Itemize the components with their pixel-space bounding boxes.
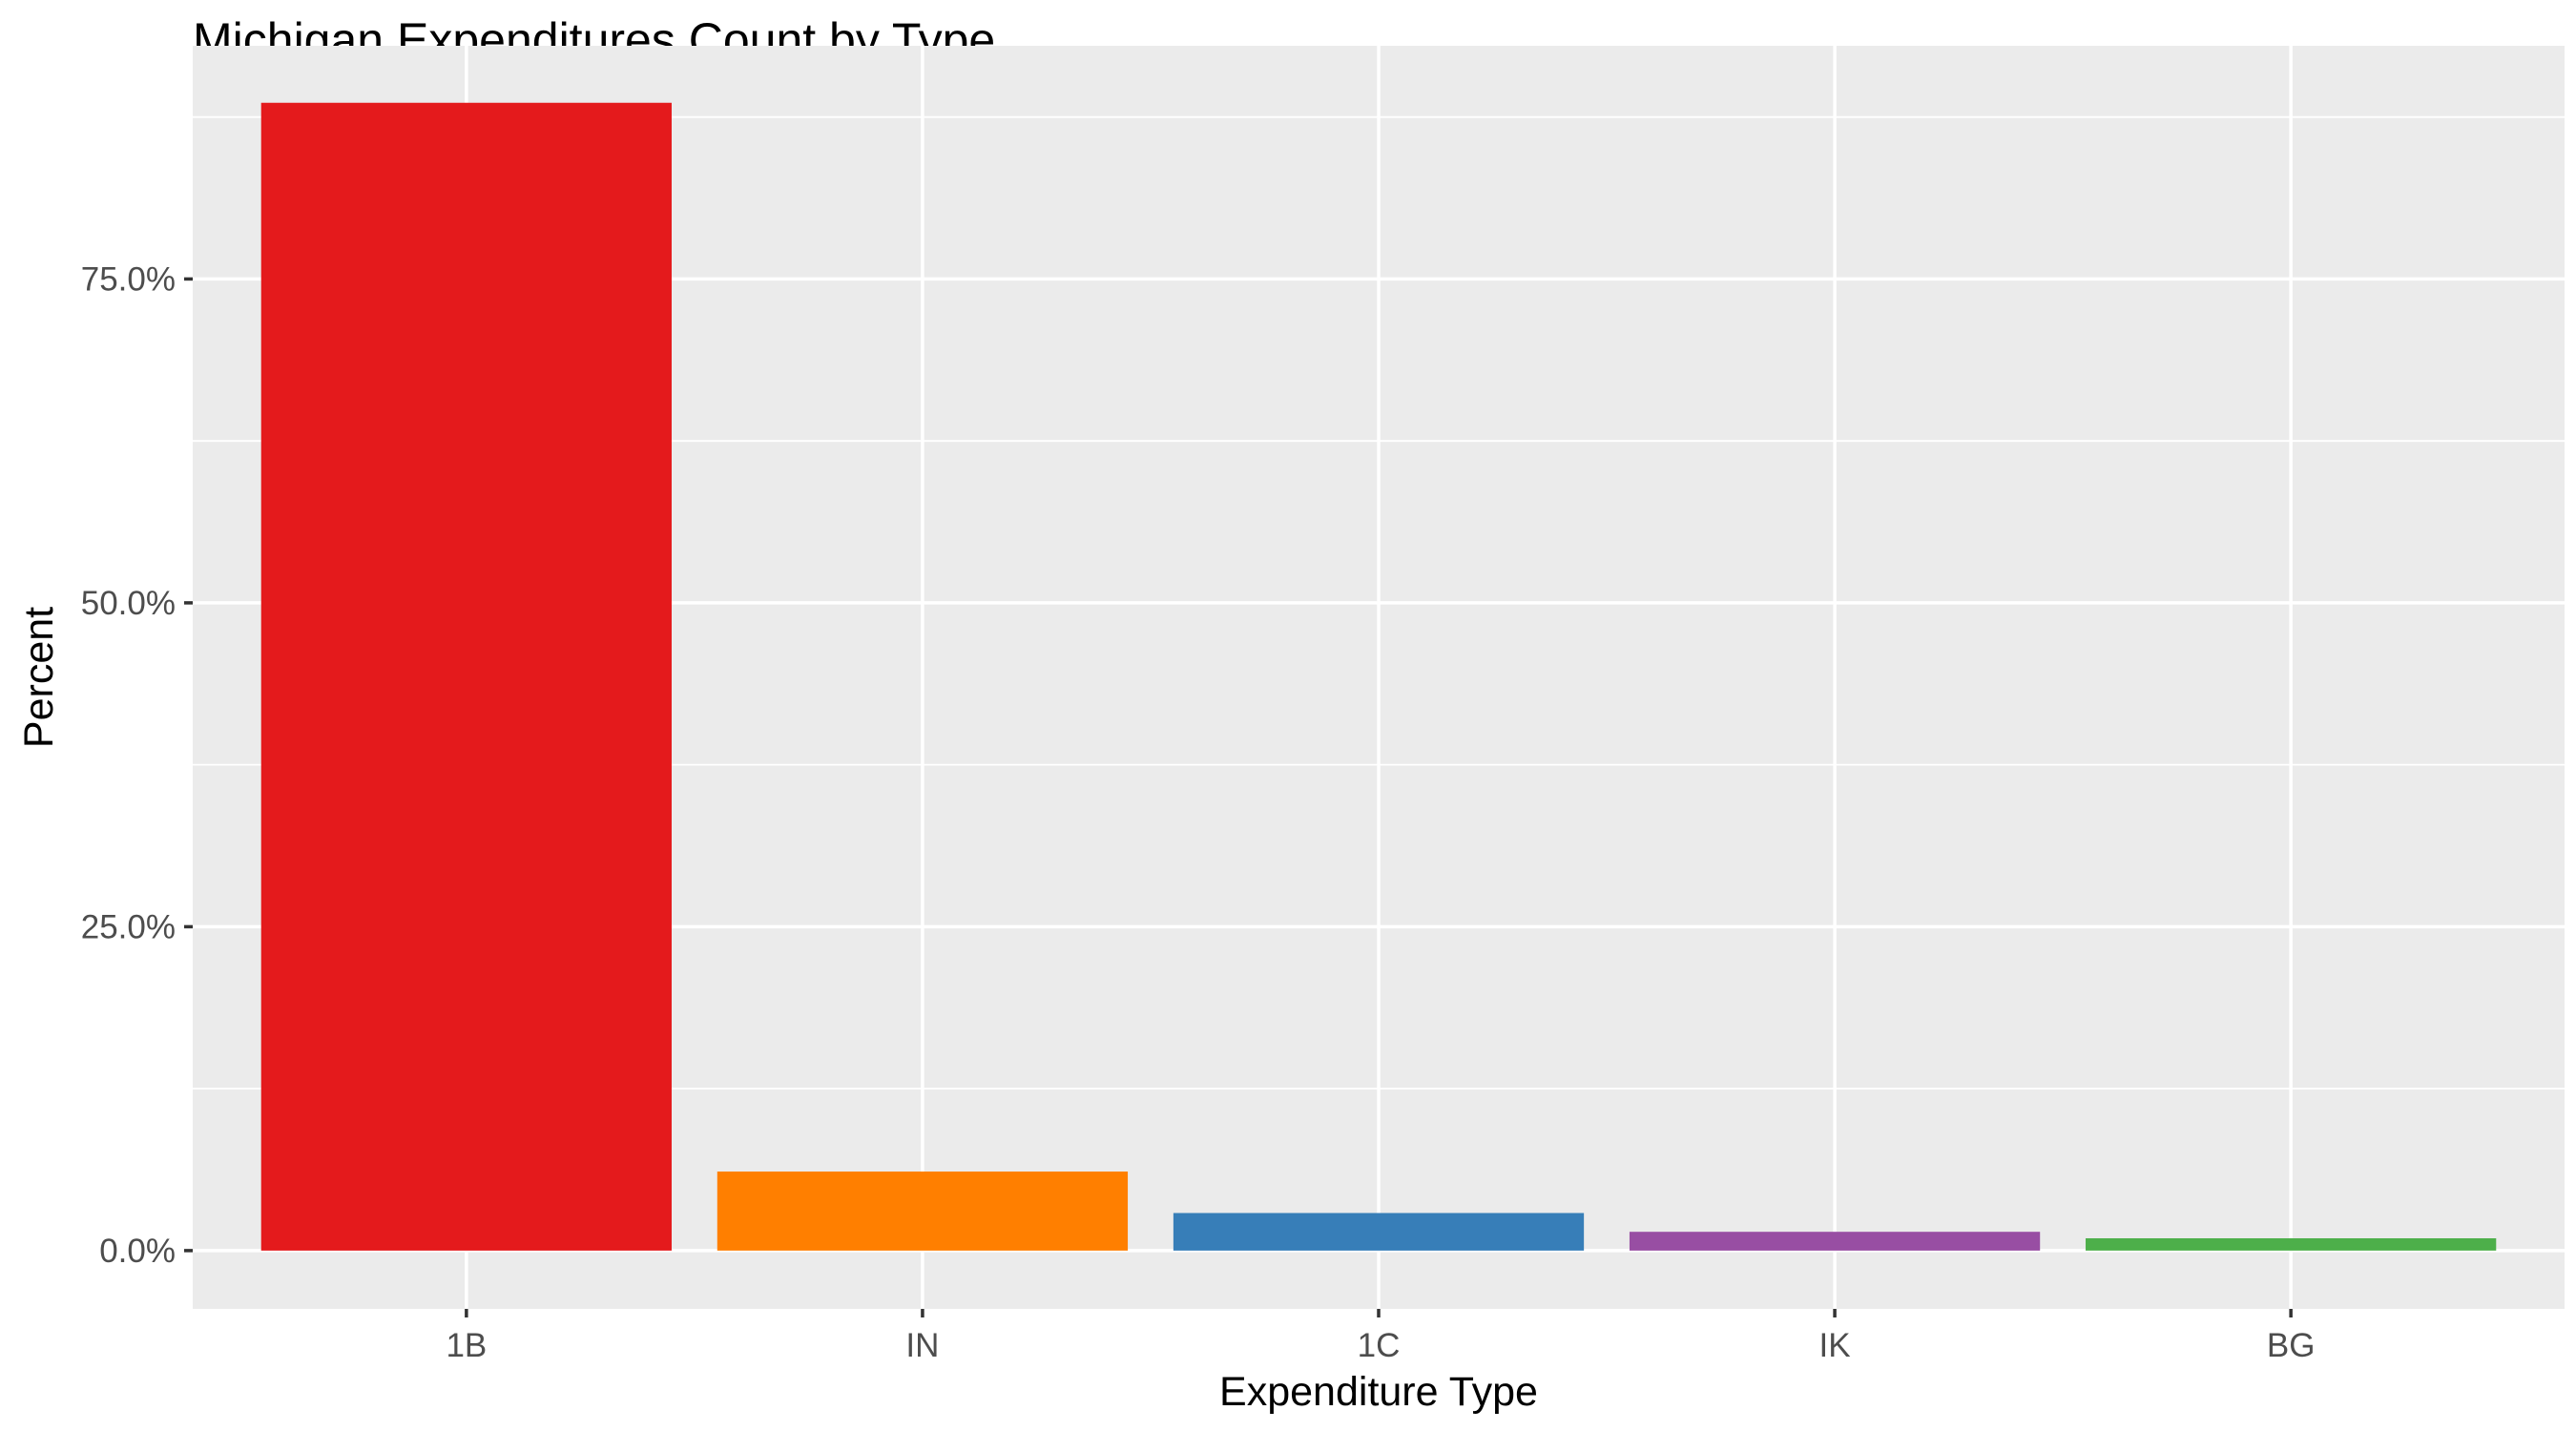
- y-tick-label: 0.0%: [99, 1233, 176, 1270]
- bar-1c: [1173, 1213, 1585, 1251]
- x-tick-label: IN: [905, 1327, 939, 1364]
- bar-ik: [1629, 1232, 2041, 1251]
- bar-in: [717, 1172, 1129, 1251]
- bar-1b: [260, 102, 672, 1251]
- bar-bg: [2086, 1237, 2497, 1251]
- y-tick-label: 25.0%: [81, 908, 176, 945]
- y-tick-label: 50.0%: [81, 585, 176, 622]
- bars: [260, 102, 2497, 1251]
- x-axis: 1B IN 1C IK BG: [446, 1309, 2315, 1364]
- x-tick-label: BG: [2267, 1327, 2316, 1364]
- x-tick-label: 1B: [446, 1327, 487, 1364]
- y-axis-title: Percent: [16, 607, 62, 748]
- x-axis-title: Expenditure Type: [1219, 1369, 1538, 1415]
- x-tick-label: IK: [1819, 1327, 1851, 1364]
- y-tick-label: 75.0%: [81, 260, 176, 298]
- x-tick-label: 1C: [1358, 1327, 1401, 1364]
- y-axis: 0.0% 25.0% 50.0% 75.0%: [81, 260, 193, 1270]
